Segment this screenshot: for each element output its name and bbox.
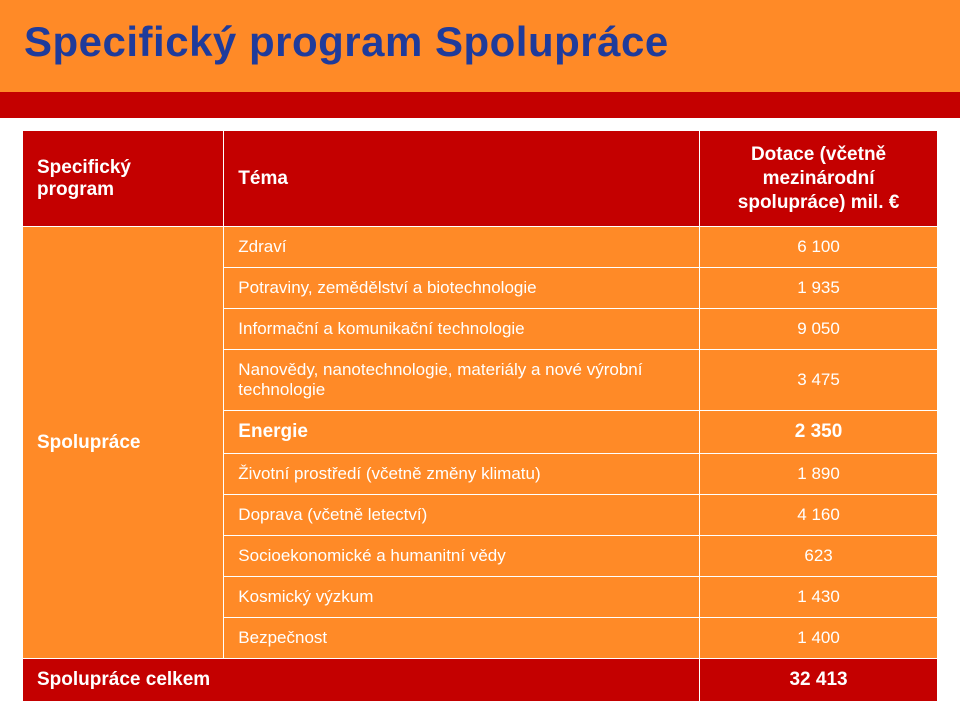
topic-cell: Energie [224,411,700,454]
table-container: Specifický program Téma Dotace (včetně m… [0,118,960,702]
value-cell: 623 [700,536,938,577]
programme-table: Specifický program Téma Dotace (včetně m… [22,130,938,702]
topic-cell: Socioekonomické a humanitní vědy [224,536,700,577]
total-label: Spolupráce celkem [23,659,700,702]
col-funding-line1: Dotace (včetně mezinárodní [751,144,886,189]
value-cell: 9 050 [700,309,938,350]
topic-cell: Bezpečnost [224,618,700,659]
col-funding: Dotace (včetně mezinárodní spolupráce) m… [700,131,938,227]
value-cell: 4 160 [700,495,938,536]
table-body: SpolupráceZdraví6 100Potraviny, zeměděls… [23,227,938,659]
table-row: SpolupráceZdraví6 100 [23,227,938,268]
topic-cell: Zdraví [224,227,700,268]
topic-cell: Životní prostředí (včetně změny klimatu) [224,454,700,495]
topic-cell: Doprava (včetně letectví) [224,495,700,536]
value-cell: 3 475 [700,350,938,411]
total-value: 32 413 [700,659,938,702]
col-program: Specifický program [23,131,224,227]
value-cell: 1 935 [700,268,938,309]
topic-cell: Nanovědy, nanotechnologie, materiály a n… [224,350,700,411]
value-cell: 6 100 [700,227,938,268]
col-funding-line2: spolupráce) mil. € [738,192,900,213]
slide-header: Specifický program Spolupráce [0,0,960,92]
value-cell: 1 890 [700,454,938,495]
table-head: Specifický program Téma Dotace (včetně m… [23,131,938,227]
topic-cell: Informační a komunikační technologie [224,309,700,350]
topic-cell: Kosmický výzkum [224,577,700,618]
table-foot: Spolupráce celkem 32 413 [23,659,938,702]
accent-bar [0,92,960,118]
value-cell: 1 400 [700,618,938,659]
value-cell: 2 350 [700,411,938,454]
group-label: Spolupráce [23,227,224,659]
page-title: Specifický program Spolupráce [24,18,936,66]
topic-cell: Potraviny, zemědělství a biotechnologie [224,268,700,309]
col-topic: Téma [224,131,700,227]
value-cell: 1 430 [700,577,938,618]
